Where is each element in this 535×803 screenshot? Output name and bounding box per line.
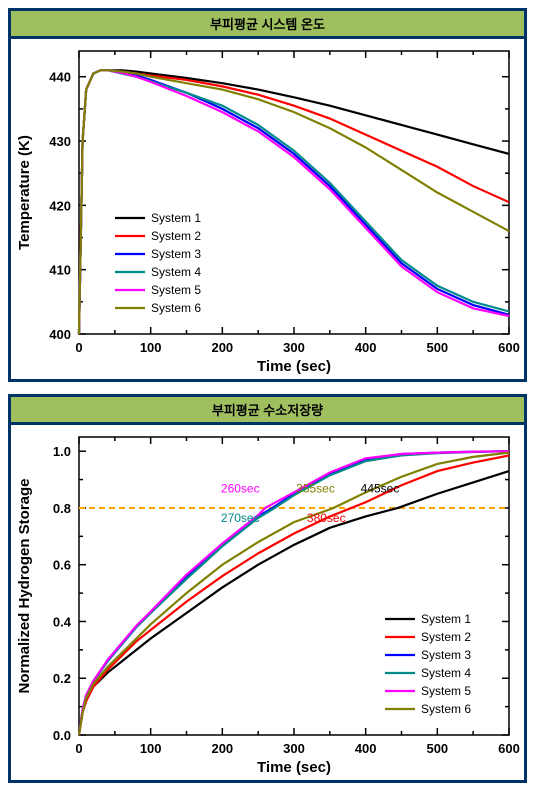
- svg-text:System 1: System 1: [151, 211, 201, 225]
- svg-text:400: 400: [49, 327, 71, 342]
- svg-text:355sec: 355sec: [296, 481, 335, 495]
- svg-text:270sec: 270sec: [221, 511, 260, 525]
- svg-text:400: 400: [355, 741, 377, 756]
- svg-text:100: 100: [140, 340, 162, 355]
- svg-text:System 2: System 2: [421, 630, 471, 644]
- svg-text:410: 410: [49, 263, 71, 278]
- panel-temperature: 부피평균 시스템 온도 0 100 200 300 400 500 600 400 410 420…: [8, 8, 527, 382]
- svg-text:System 6: System 6: [151, 301, 201, 315]
- svg-text:0: 0: [75, 741, 82, 756]
- svg-text:System 6: System 6: [421, 702, 471, 716]
- svg-text:0.4: 0.4: [53, 614, 72, 629]
- svg-text:0.2: 0.2: [53, 671, 71, 686]
- svg-text:Time (sec): Time (sec): [257, 759, 331, 776]
- svg-text:200: 200: [211, 340, 233, 355]
- svg-text:System 5: System 5: [421, 684, 471, 698]
- panel-title-2: 부피평균 수소저장량: [11, 397, 524, 425]
- svg-text:400: 400: [355, 340, 377, 355]
- chart-svg-2: 0 100 200 300 400 500 600 0.0 0.2 0.4 0.6 0.8 1.0 260…: [11, 425, 524, 780]
- svg-text:Temperature (K): Temperature (K): [16, 135, 33, 250]
- svg-text:1.0: 1.0: [53, 444, 71, 459]
- svg-text:200: 200: [211, 741, 233, 756]
- svg-text:300: 300: [283, 741, 305, 756]
- svg-text:System 3: System 3: [151, 247, 201, 261]
- chart-svg-1: 0 100 200 300 400 500 600 400 410 420 430 440 Time (…: [11, 39, 524, 379]
- svg-text:System 3: System 3: [421, 648, 471, 662]
- svg-text:100: 100: [140, 741, 162, 756]
- svg-text:500: 500: [426, 741, 448, 756]
- svg-text:500: 500: [426, 340, 448, 355]
- svg-text:System 4: System 4: [151, 265, 201, 279]
- chart-area-2: 0 100 200 300 400 500 600 0.0 0.2 0.4 0.6 0.8 1.0 260…: [11, 425, 524, 780]
- svg-text:0: 0: [75, 340, 82, 355]
- panel-hydrogen: 부피평균 수소저장량 01002003004005006000.00.20.40…: [8, 394, 527, 783]
- svg-text:445sec: 445sec: [361, 481, 400, 495]
- svg-text:260sec: 260sec: [221, 481, 260, 495]
- svg-text:System 1: System 1: [421, 612, 471, 626]
- svg-text:Time (sec): Time (sec): [257, 358, 331, 375]
- chart-area-1: 0 100 200 300 400 500 600 400 410 420 430 440 Time (…: [11, 39, 524, 379]
- svg-text:Normalized Hydrogen Storage: Normalized Hydrogen Storage: [16, 478, 33, 693]
- svg-text:300: 300: [283, 340, 305, 355]
- svg-text:0.8: 0.8: [53, 501, 71, 516]
- panel-title-1: 부피평균 시스템 온도: [11, 11, 524, 39]
- svg-text:600: 600: [498, 741, 520, 756]
- svg-text:0.0: 0.0: [53, 728, 71, 743]
- svg-text:420: 420: [49, 198, 71, 213]
- svg-text:430: 430: [49, 134, 71, 149]
- svg-text:System 4: System 4: [421, 666, 471, 680]
- svg-text:440: 440: [49, 70, 71, 85]
- svg-text:600: 600: [498, 340, 520, 355]
- svg-text:System 2: System 2: [151, 229, 201, 243]
- svg-text:0.6: 0.6: [53, 558, 71, 573]
- svg-text:380sec: 380sec: [307, 511, 346, 525]
- svg-text:System 5: System 5: [151, 283, 201, 297]
